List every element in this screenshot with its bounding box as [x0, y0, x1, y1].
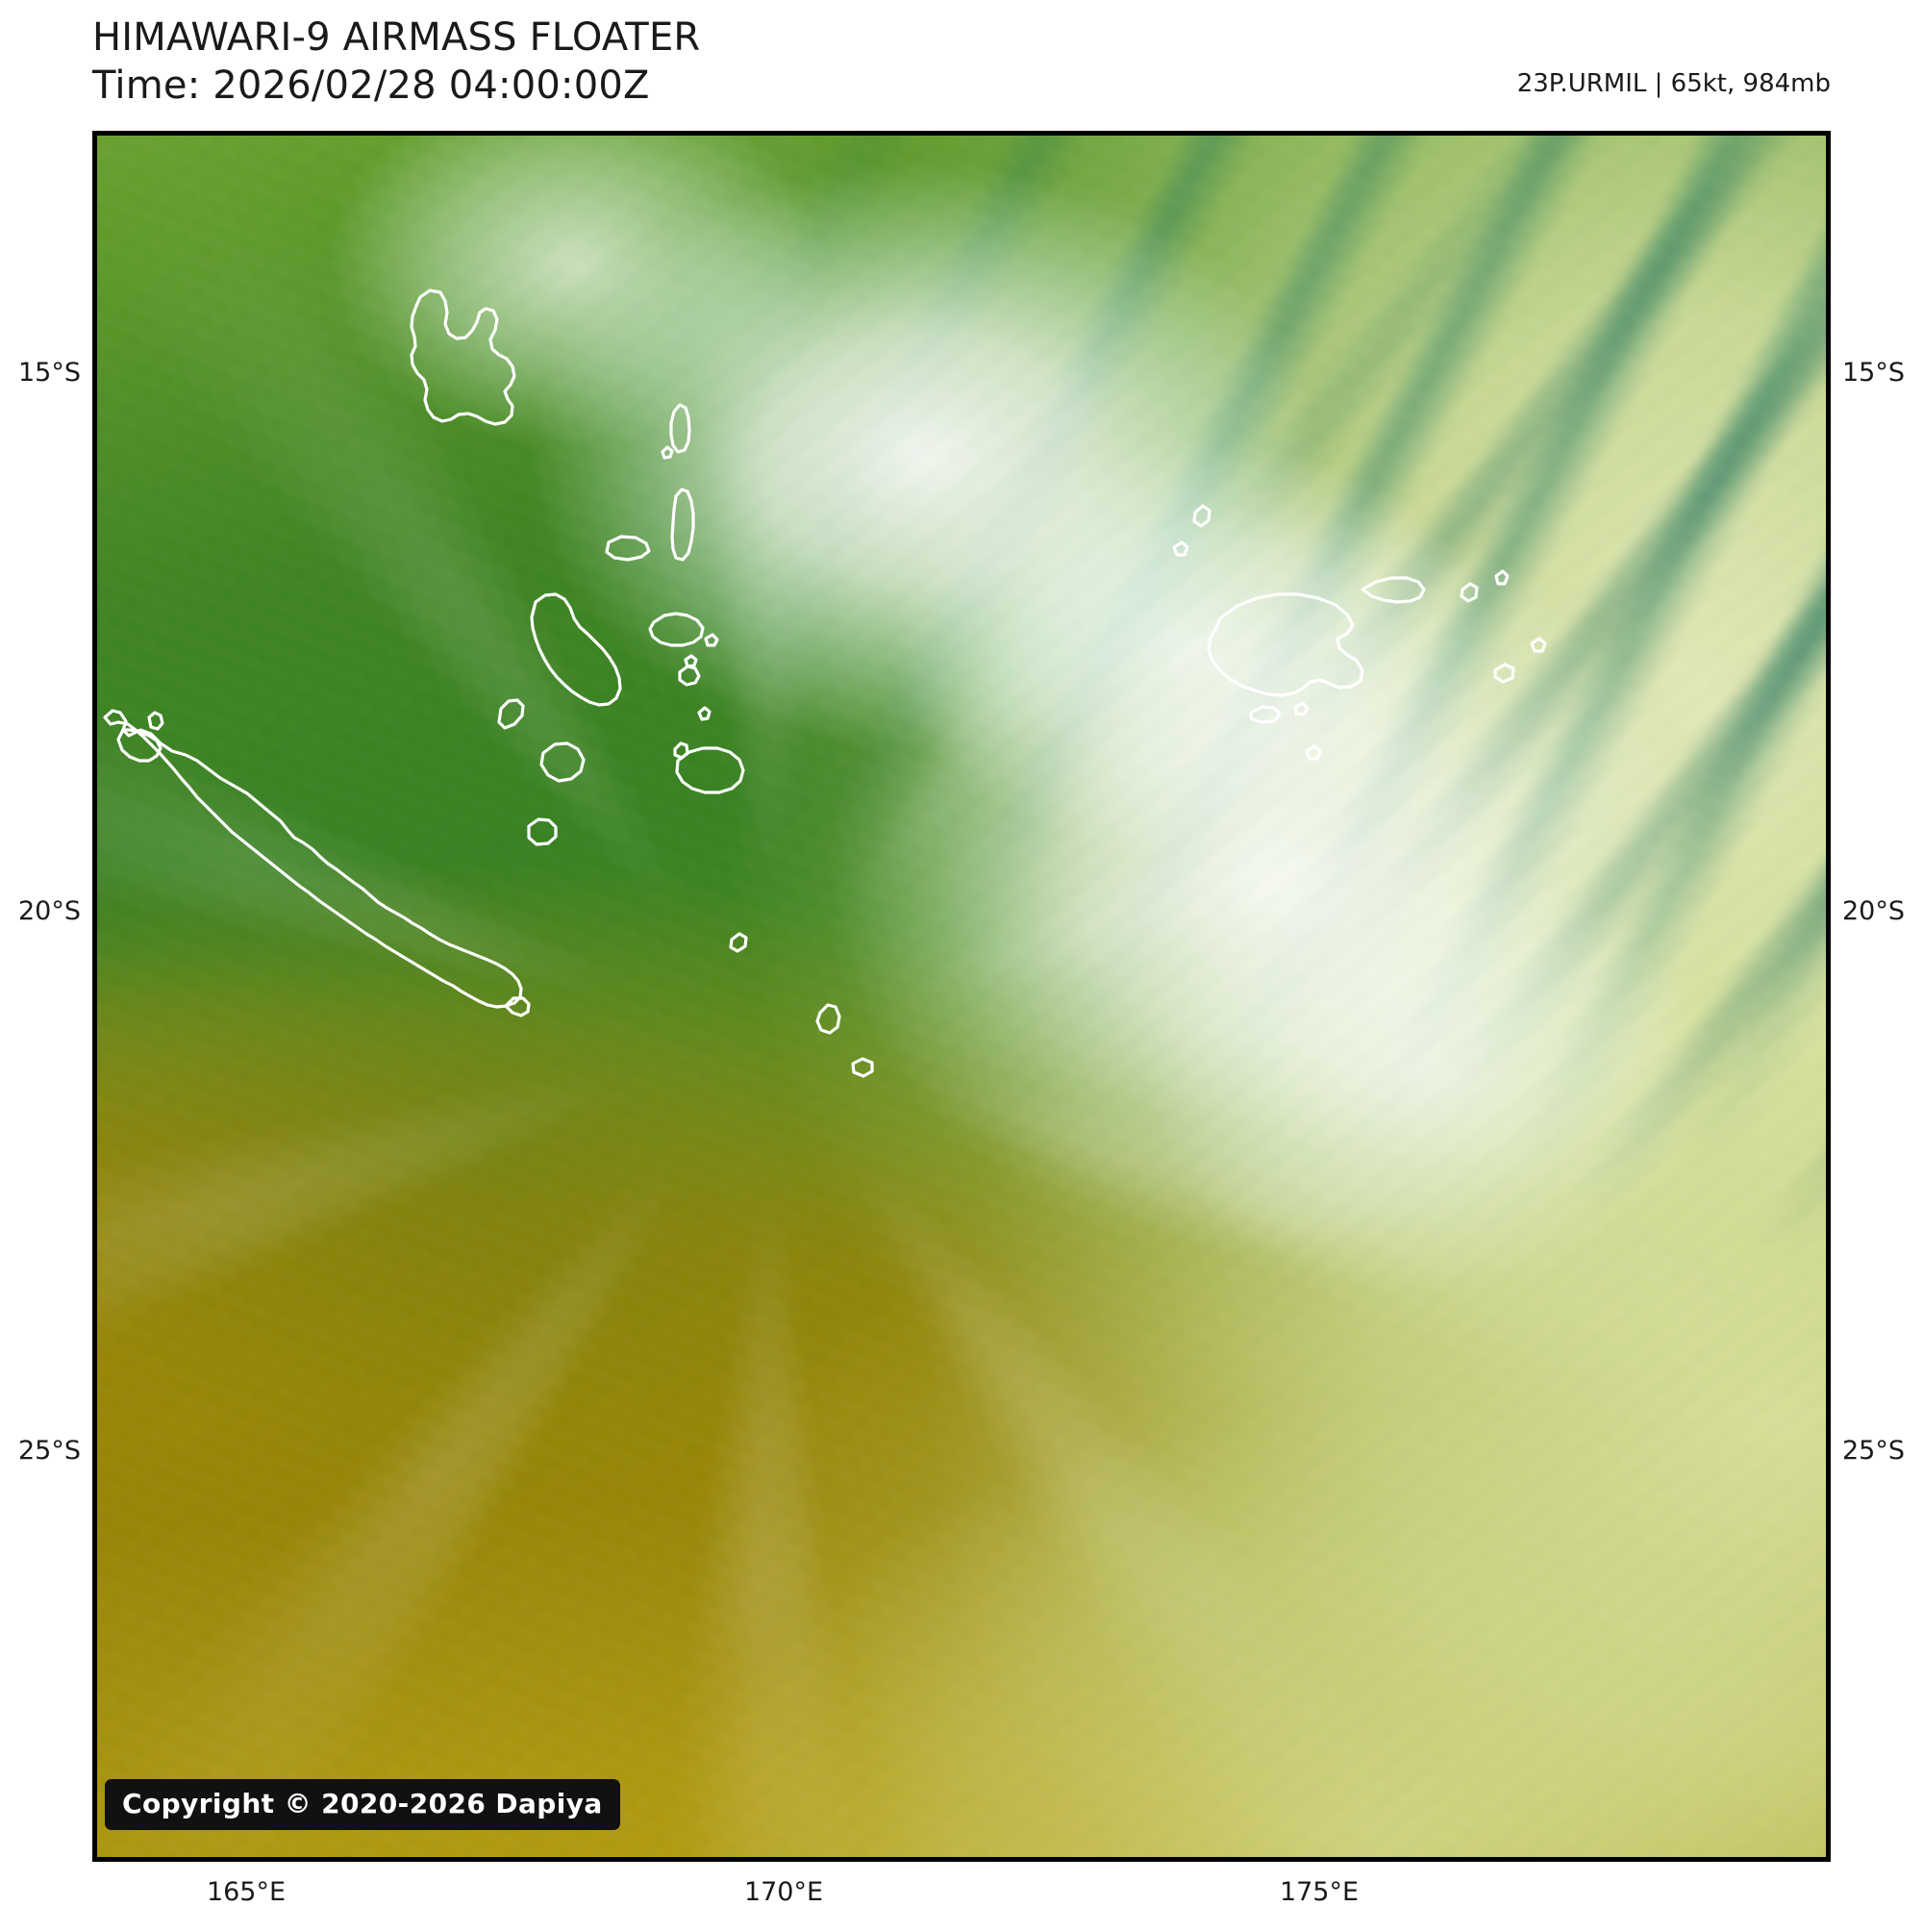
lon-label-170e: 170°E [743, 1877, 824, 1907]
coastline-vanua-levu [1361, 576, 1426, 604]
coastline-islet-core-b [851, 1057, 874, 1078]
coastline-maewo [669, 403, 691, 454]
coastline-viti-levu [1207, 592, 1364, 697]
coastline-new-caledonia [103, 709, 523, 1009]
coastline-pentecost [670, 488, 695, 562]
satellite-map-frame[interactable]: Copyright © 2020-2026 Dapiya [92, 131, 1831, 1862]
storm-info-label: 23P.URMIL | 65kt, 984mb [1516, 69, 1831, 98]
coastline-espiritu-santo [410, 289, 516, 426]
lat-label-left-25s: 25°S [18, 1436, 81, 1466]
coastline-fiji-islet-a [1460, 582, 1479, 603]
coastline-efate [675, 746, 745, 794]
satellite-image-canvas [97, 136, 1826, 1857]
coastline-ambrym [648, 612, 705, 647]
coastline-epi [678, 665, 701, 687]
coastline-malekula [530, 592, 622, 707]
coastline-islet-c [704, 633, 719, 647]
header-storm-block: 23P.URMIL | 65kt, 984mb [1517, 69, 1831, 98]
coastline-matthew-hunter [729, 932, 748, 953]
coastline-fiji-islet-d [1530, 637, 1547, 653]
coastline-islet-a [684, 654, 698, 668]
coastline-ouvea [497, 698, 525, 730]
coastline-efate-islet [673, 741, 689, 760]
coastline-islet-d [661, 445, 674, 460]
coastline-overlay [103, 289, 1547, 1078]
coastline-new-caledonia-north-tip [116, 728, 162, 763]
lat-label-left-15s: 15°S [18, 358, 81, 388]
lat-label-right-20s: 20°S [1842, 896, 1905, 926]
lat-label-right-15s: 15°S [1842, 358, 1905, 388]
coastline-belep-islet [147, 711, 164, 731]
coastline-kadavu [1249, 705, 1282, 724]
timestamp-line: Time: 2026/02/28 04:00:00Z [92, 63, 650, 108]
coastline-fiji-islet-b [1494, 569, 1510, 586]
coastline-lifou [539, 741, 586, 783]
coastline-isle-of-pines [504, 996, 531, 1017]
coastline-fiji-islet-f [1305, 744, 1322, 761]
page-title: HIMAWARI-9 AIRMASS FLOATER [92, 15, 701, 60]
lon-label-175e: 175°E [1279, 1877, 1360, 1907]
coastline-fiji-islet-c [1493, 663, 1515, 684]
coastline-mare [527, 817, 558, 846]
coastline-aoba [605, 535, 651, 562]
copyright-banner: Copyright © 2020-2026 Dapiya [105, 1779, 620, 1830]
coastline-islet-core-a [815, 1003, 841, 1035]
coastline-islet-b [697, 706, 712, 721]
lon-label-165e: 165°E [206, 1877, 287, 1907]
lat-label-left-20s: 20°S [18, 896, 81, 926]
coastline-yasawa [1192, 504, 1211, 528]
header-title-block: HIMAWARI-9 AIRMASS FLOATER Time: 2026/02… [92, 13, 1246, 110]
coastline-fiji-islet-e [1293, 701, 1310, 716]
coastline-fiji-islet-g [1172, 540, 1189, 557]
lat-label-right-25s: 25°S [1842, 1436, 1905, 1466]
